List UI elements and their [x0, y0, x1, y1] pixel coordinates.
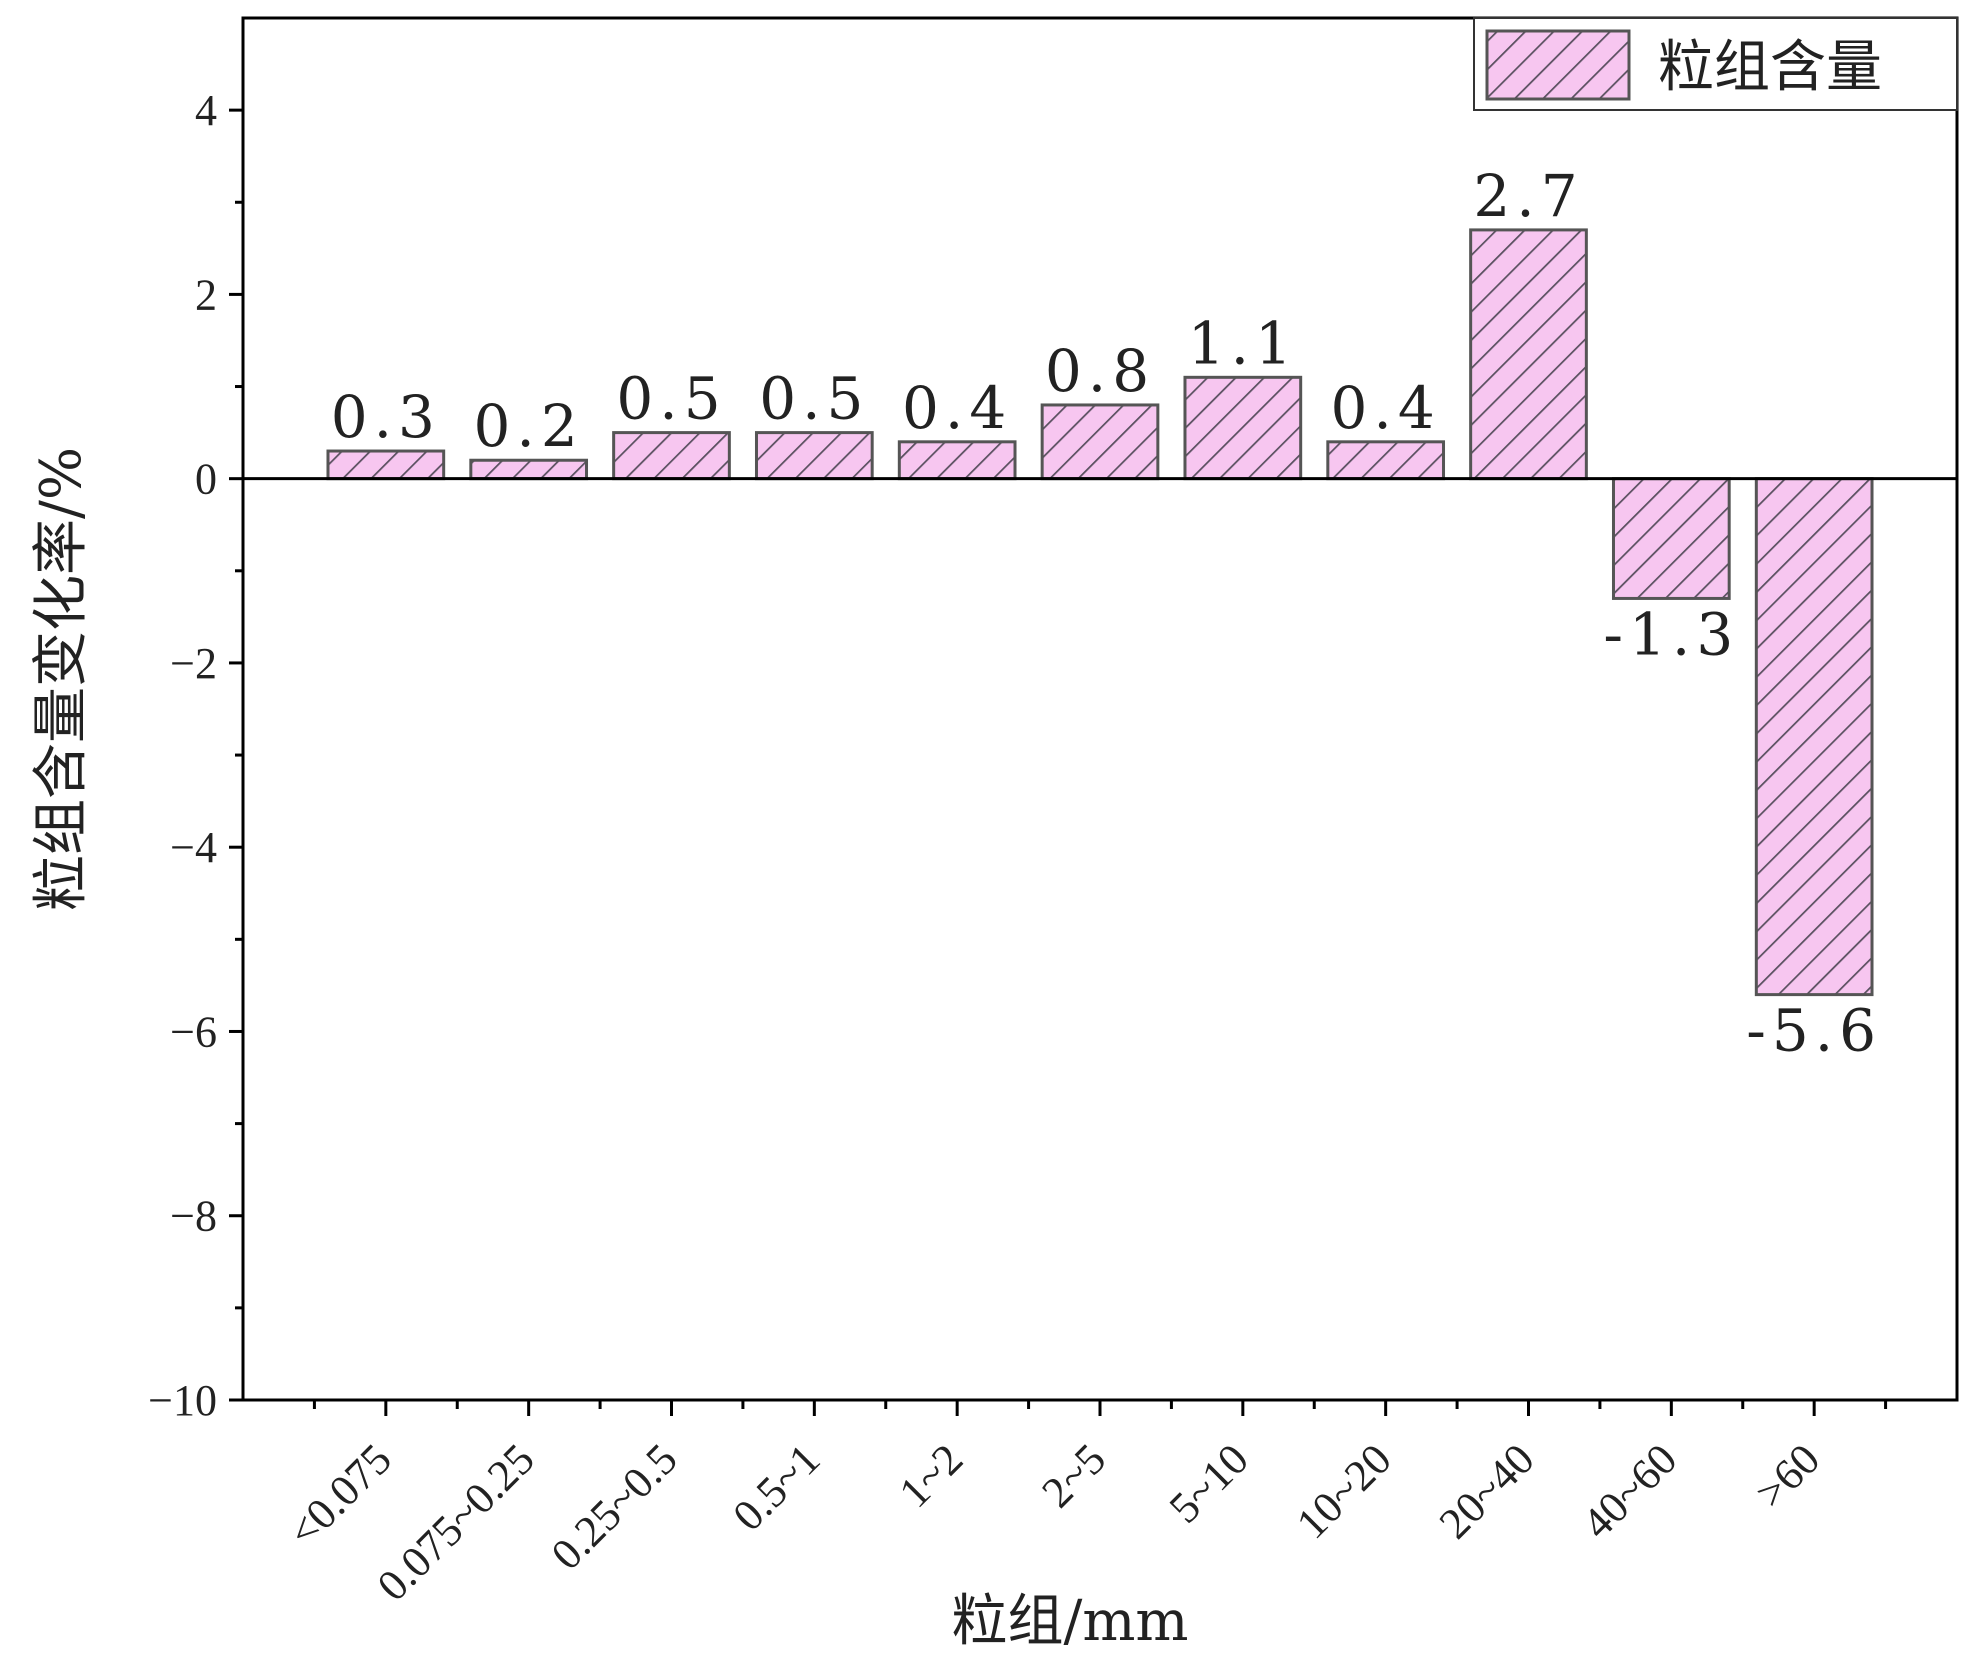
x-tick-label: 0.5~1: [723, 1434, 829, 1540]
x-tick-label: 0.25~0.5: [542, 1434, 687, 1579]
bar: [754, 431, 874, 481]
data-label: 0.8: [1045, 337, 1155, 405]
x-tick-label: 10~20: [1287, 1434, 1401, 1548]
data-label: 0.4: [1331, 374, 1441, 442]
y-tick-label: 2: [195, 270, 217, 319]
x-tick-label: 40~60: [1573, 1434, 1687, 1548]
x-tick-label: 0.075~0.25: [368, 1434, 544, 1610]
bar: [1040, 403, 1160, 481]
bars: [326, 228, 1874, 997]
bar: [1326, 440, 1446, 481]
data-label: 0.4: [902, 374, 1012, 442]
x-tick-label: >60: [1746, 1434, 1829, 1517]
x-tick-label: <0.075: [279, 1434, 401, 1556]
x-tick-label: 20~40: [1430, 1434, 1544, 1548]
plot-area: [241, 16, 1959, 1402]
data-label: 1.1: [1188, 309, 1298, 377]
x-axis-title: 粒组/mm: [951, 1589, 1188, 1654]
x-tick-label: 1~2: [890, 1434, 973, 1517]
bar: [612, 431, 731, 481]
bar: [1183, 375, 1303, 481]
x-tick-label: 2~5: [1032, 1434, 1115, 1517]
legend-swatch: [1485, 29, 1631, 101]
data-label: -1.3: [1603, 600, 1739, 668]
bar: [469, 458, 589, 481]
legend-label: 粒组含量: [1658, 35, 1882, 100]
legend: 粒组含量: [1473, 17, 1958, 111]
plot-border: [241, 16, 1959, 1402]
y-axis: 4 2 0 −2 −4 −6 −8 −10: [148, 86, 243, 1425]
data-label: -5.6: [1746, 997, 1882, 1065]
data-label: 2.7: [1473, 162, 1583, 230]
y-tick-label: 0: [195, 455, 217, 504]
y-tick-label: −8: [170, 1192, 217, 1241]
y-tick-label: −4: [170, 823, 217, 872]
data-label: 0.5: [759, 365, 869, 433]
y-tick-label: −2: [170, 639, 217, 688]
y-tick-label: 4: [195, 86, 217, 135]
data-label: 0.3: [331, 383, 441, 451]
x-tick-label: 5~10: [1160, 1434, 1258, 1532]
bar: [1754, 477, 1874, 997]
y-axis-title: 粒组含量变化率/%: [29, 447, 94, 911]
data-label: 0.5: [616, 365, 726, 433]
data-label: 0.2: [474, 392, 584, 460]
bar: [897, 440, 1017, 481]
bar: [326, 449, 446, 481]
y-tick-label: −10: [148, 1376, 217, 1425]
bar: [1469, 228, 1588, 481]
y-tick-label: −6: [170, 1007, 217, 1056]
data-labels: 0.3 0.2 0.5 0.5 0.4 0.8 1.1 0.4 2.7 -1.3 -5.6: [331, 162, 1882, 1065]
bar: [1611, 477, 1731, 600]
